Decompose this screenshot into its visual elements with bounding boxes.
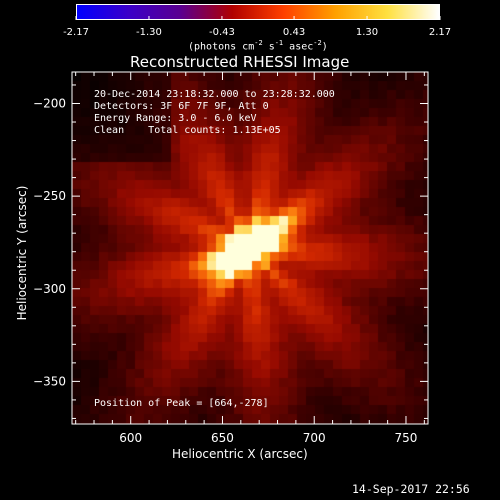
info-energy-range: Energy Range: 3.0 - 6.0 keV	[94, 113, 257, 124]
rhessi-image	[72, 72, 428, 424]
y-tick-label: −250	[33, 189, 66, 203]
y-tick-label: −200	[33, 96, 66, 110]
info-detectors: Detectors: 3F 6F 7F 9F, Att 0	[94, 101, 269, 112]
plot-title: Reconstructed RHESSI Image	[130, 53, 350, 71]
info-time-range: 20-Dec-2014 23:18:32.000 to 23:28:32.000	[94, 89, 335, 100]
x-axis-label: Heliocentric X (arcsec)	[172, 447, 308, 461]
y-tick-label: −300	[33, 282, 66, 296]
colorbar-tick-label: -2.17	[63, 27, 89, 38]
x-tick-label: 700	[303, 431, 326, 445]
colorbar-ticks: -2.17 -1.30 -0.43 0.43 1.30 2.17	[63, 16, 451, 38]
footer-timestamp: 14-Sep-2017 22:56	[352, 482, 470, 496]
y-axis-label: Heliocentric Y (arcsec)	[15, 185, 29, 321]
colorbar-tick-label: -0.43	[209, 27, 235, 38]
plot-frame	[71, 71, 429, 425]
info-clean-counts: Clean Total counts: 1.13E+05	[94, 125, 281, 136]
x-tick-label: 650	[211, 431, 234, 445]
colorbar-tick-label: -1.30	[136, 27, 162, 38]
colorbar-tick-label: 1.30	[356, 27, 378, 38]
colorbar-tick-label: 0.43	[283, 27, 305, 38]
x-tick-label: 600	[119, 431, 142, 445]
colorbar	[76, 4, 440, 20]
colorbar-unit-label: (photons cm-2 s-1 asec-2)	[188, 39, 328, 53]
colorbar-tick-label: 2.17	[429, 27, 451, 38]
y-tick-label: −350	[33, 374, 66, 388]
peak-position: Position of Peak = [664,-278]	[94, 398, 269, 409]
x-tick-label: 750	[395, 431, 418, 445]
